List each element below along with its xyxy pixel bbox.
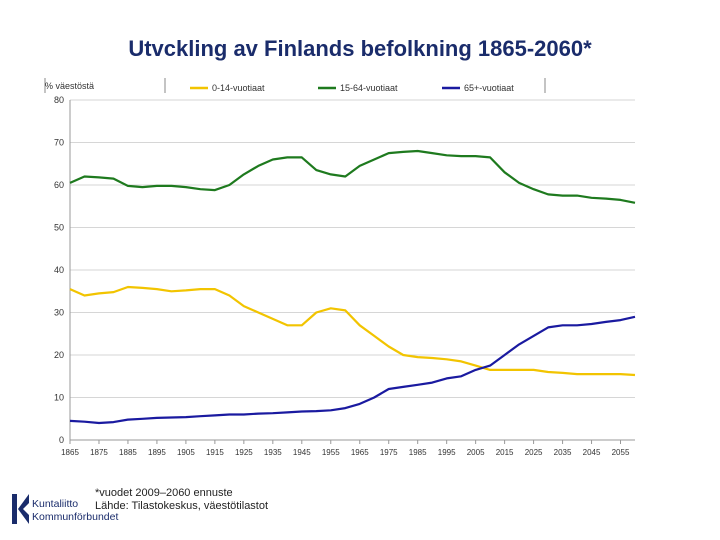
chart-series bbox=[69, 149, 636, 425]
x-tick-label: 2005 bbox=[467, 448, 485, 457]
chart-legend: 0-14-vuotiaat 15-64-vuotiaat 65+-vuotiaat bbox=[190, 83, 514, 93]
x-tick-label: 1915 bbox=[206, 448, 224, 457]
chart-grid bbox=[70, 99, 635, 441]
x-tick-label: 1905 bbox=[177, 448, 195, 457]
footnote-source: Lähde: Tilastokeskus, väestötilastot bbox=[95, 500, 269, 512]
x-tick-label: 1945 bbox=[293, 448, 311, 457]
x-tick-label: 1975 bbox=[380, 448, 398, 457]
y-tick-label: 30 bbox=[54, 308, 64, 318]
y-tick-label: 40 bbox=[54, 265, 64, 275]
footnote-forecast-note: *vuodet 2009–2060 ennuste bbox=[95, 487, 233, 499]
legend-label: 0-14-vuotiaat bbox=[212, 83, 265, 93]
x-tick-label: 2015 bbox=[496, 448, 514, 457]
y-tick-label: 70 bbox=[54, 138, 64, 148]
x-tick-label: 1985 bbox=[409, 448, 427, 457]
page-title: Utvckling av Finlands befolkning 1865-20… bbox=[128, 36, 592, 61]
x-tick-label: 1895 bbox=[148, 448, 166, 457]
x-tick-label: 1865 bbox=[61, 448, 79, 457]
y-axis-label: % väestöstä bbox=[45, 81, 94, 91]
x-tick-label: 1885 bbox=[119, 448, 137, 457]
y-tick-label: 10 bbox=[54, 393, 64, 403]
y-tick-label: 0 bbox=[59, 435, 64, 445]
x-tick-label: 1965 bbox=[351, 448, 369, 457]
legend-label: 15-64-vuotiaat bbox=[340, 83, 398, 93]
x-tick-label: 2045 bbox=[583, 448, 601, 457]
logo-text-finnish: Kuntaliitto bbox=[32, 498, 79, 510]
x-tick-label: 2035 bbox=[554, 448, 572, 457]
y-tick-label: 60 bbox=[54, 180, 64, 190]
x-tick-label: 2025 bbox=[525, 448, 543, 457]
y-tick-label: 80 bbox=[54, 95, 64, 105]
x-tick-label: 1995 bbox=[438, 448, 456, 457]
x-tick-label: 1925 bbox=[235, 448, 253, 457]
series-line-65-vuotiaat bbox=[69, 315, 636, 425]
footnote: *vuodet 2009–2060 ennuste Lähde: Tilasto… bbox=[95, 487, 268, 513]
kuntaliitto-logo-icon bbox=[12, 494, 29, 524]
x-tick-label: 1955 bbox=[322, 448, 340, 457]
legend-label: 65+-vuotiaat bbox=[464, 83, 514, 93]
kuntaliitto-logo: Kuntaliitto Kommunförbundet bbox=[12, 492, 132, 532]
chart-axes: 0 10 20 30 40 50 60 70 80 1865 1875 1885 1895 1905 191… bbox=[45, 81, 635, 457]
x-tick-label: 1935 bbox=[264, 448, 282, 457]
legend-frame bbox=[44, 78, 546, 93]
series-line-15-64-vuotiaat bbox=[69, 149, 636, 204]
x-tick-label: 2055 bbox=[612, 448, 630, 457]
logo-text-swedish: Kommunförbundet bbox=[32, 511, 119, 523]
x-tick-label: 1875 bbox=[90, 448, 108, 457]
y-tick-label: 50 bbox=[54, 223, 64, 233]
series-line-0-14-vuotiaat bbox=[69, 285, 636, 377]
y-tick-label: 20 bbox=[54, 350, 64, 360]
